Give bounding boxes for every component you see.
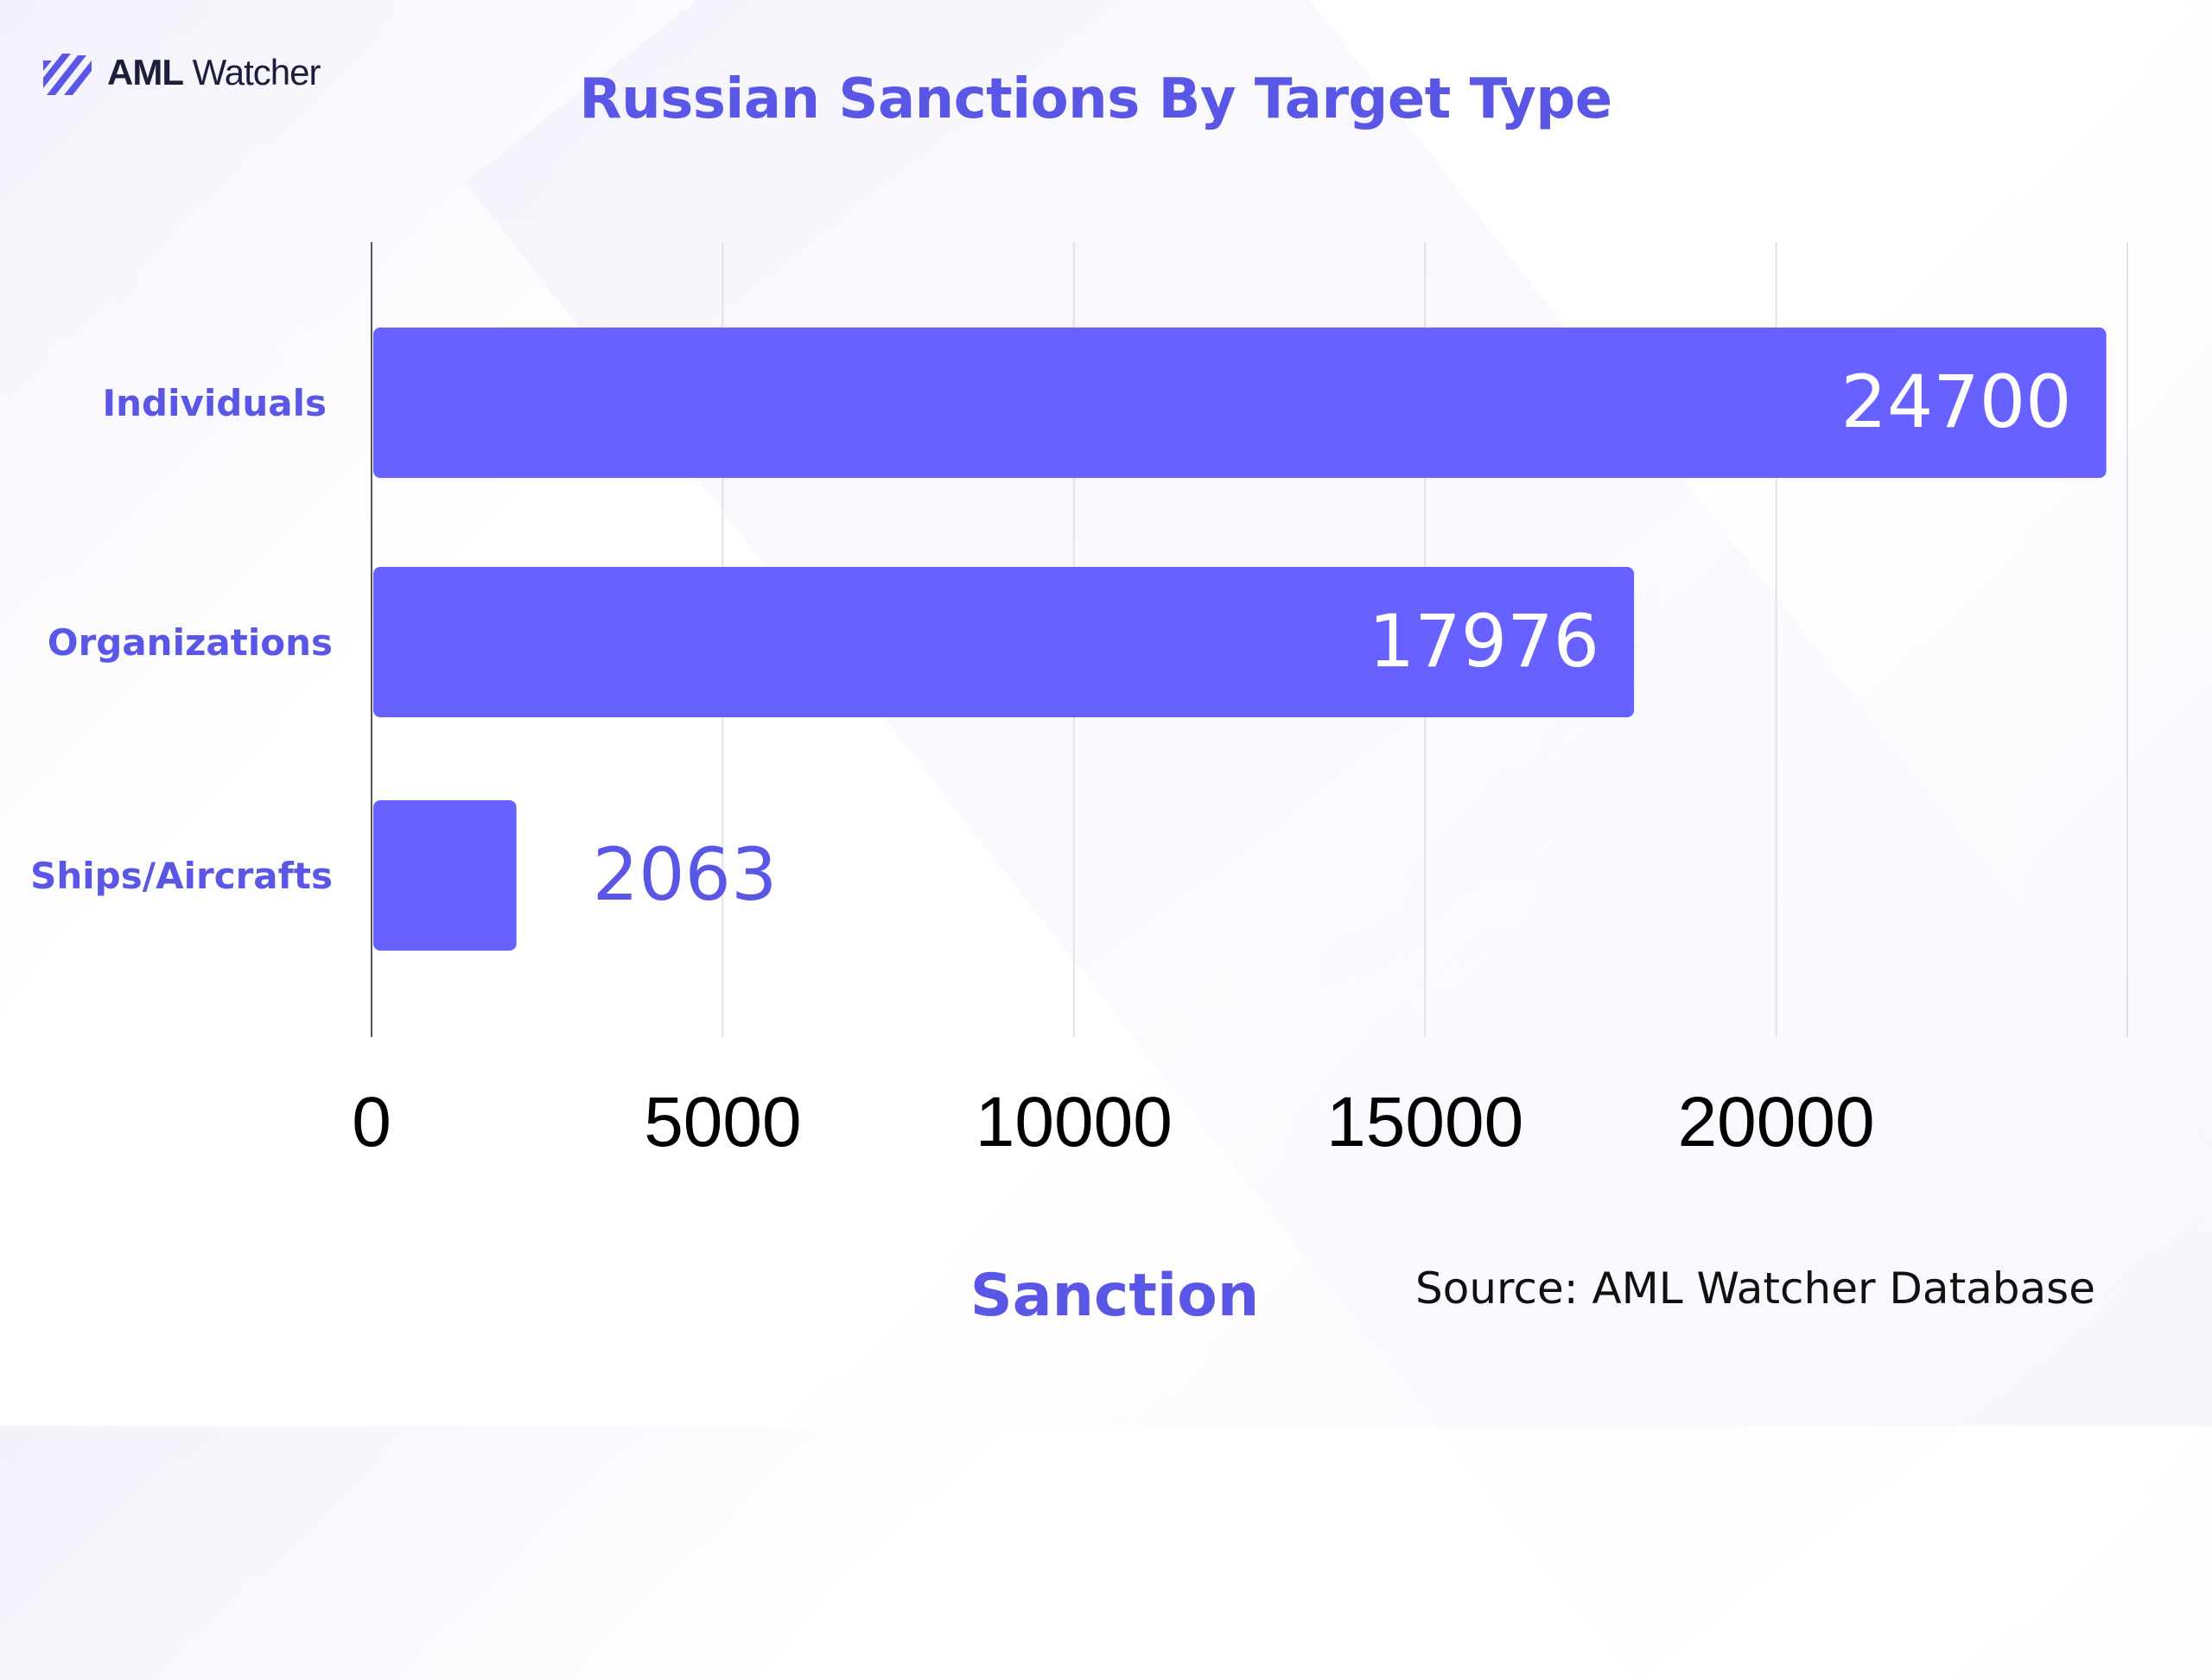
category-label: Ships/Aircrafts [30,855,333,897]
source-note: Source: AML Watcher Database [1414,1263,2095,1314]
bars [373,328,2107,951]
bar-chart: 24700 17976 2063 Individuals Organizations S… [30,242,2128,1161]
data-label: 17976 [1369,599,1599,684]
x-tick-label: 5000 [644,1083,801,1161]
chart-title: Russian Sanctions By Target Type [579,67,1612,131]
bar [373,567,1635,717]
x-tick-label: 10000 [976,1083,1173,1161]
data-label: 24700 [1840,360,2071,444]
x-tick-label: 15000 [1326,1083,1523,1161]
brand-name: AML Watcher [107,52,321,92]
category-labels: Individuals Organizations Ships/Aircrafts [30,382,333,897]
bar [373,328,2107,478]
x-tick-label: 20000 [1678,1083,1875,1161]
bar [373,800,517,951]
category-label: Organizations [48,621,333,664]
brand-logo: AML Watcher [40,45,321,100]
data-label: 2063 [593,832,778,917]
aml-watcher-logo-icon [43,54,92,95]
category-label: Individuals [103,382,327,424]
data-labels: 24700 17976 2063 [593,360,2072,917]
x-axis-label: Sanction [969,1262,1260,1330]
x-tick-labels: 0 5000 10000 15000 20000 [352,1083,1874,1161]
x-tick-label: 0 [352,1083,391,1161]
